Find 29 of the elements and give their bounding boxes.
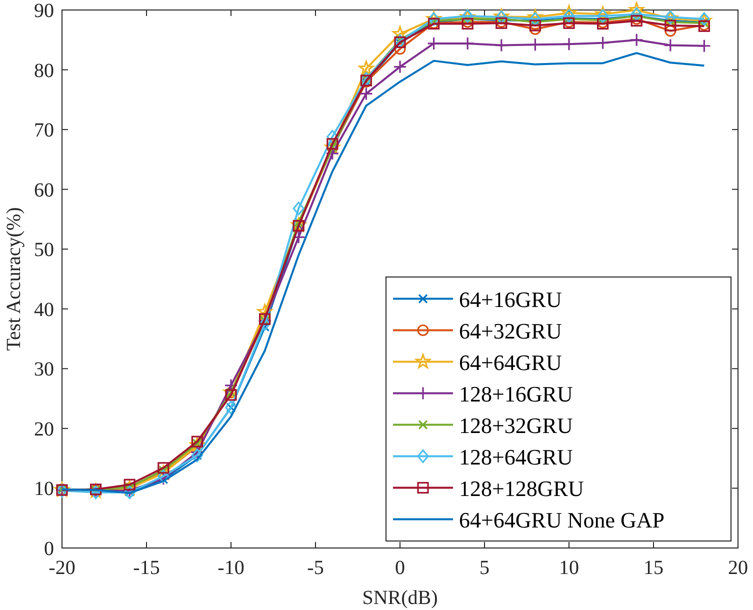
y-tick-label: 50 — [34, 239, 54, 262]
legend-label: 64+64GRU — [459, 350, 562, 375]
y-tick-label: 90 — [34, 0, 54, 22]
legend-label: 128+128GRU — [459, 476, 584, 501]
legend-label: 128+16GRU — [459, 381, 573, 406]
legend-label: 128+64GRU — [459, 444, 573, 470]
x-tick-label: -20 — [48, 557, 76, 579]
y-tick-label: 20 — [34, 418, 54, 440]
legend-label: 64+32GRU — [459, 318, 562, 344]
y-tick-label: 60 — [34, 179, 54, 202]
y-tick-label: 80 — [34, 60, 54, 82]
x-axis-title: SNR(dB) — [362, 587, 438, 609]
y-tick-label: 40 — [34, 298, 54, 321]
legend-label: 64+64GRU None GAP — [459, 507, 665, 532]
y-tick-label: 30 — [34, 358, 54, 381]
x-tick-label: 10 — [559, 557, 579, 579]
x-tick-label: 0 — [395, 557, 405, 579]
y-tick-label: 70 — [34, 120, 54, 142]
legend-label: 64+16GRU — [459, 286, 562, 312]
x-tick-label: -5 — [307, 557, 324, 579]
y-axis-title: Test Accuracy(%) — [3, 207, 25, 351]
x-tick-label: 5 — [480, 557, 490, 579]
x-tick-label: 20 — [728, 557, 748, 579]
y-tick-label: 10 — [34, 478, 54, 500]
x-tick-label: 15 — [644, 557, 664, 579]
legend-label: 128+32GRU — [459, 412, 573, 438]
x-tick-label: -10 — [218, 557, 244, 579]
y-tick-label: 0 — [44, 538, 54, 560]
x-tick-label: -15 — [133, 557, 160, 579]
